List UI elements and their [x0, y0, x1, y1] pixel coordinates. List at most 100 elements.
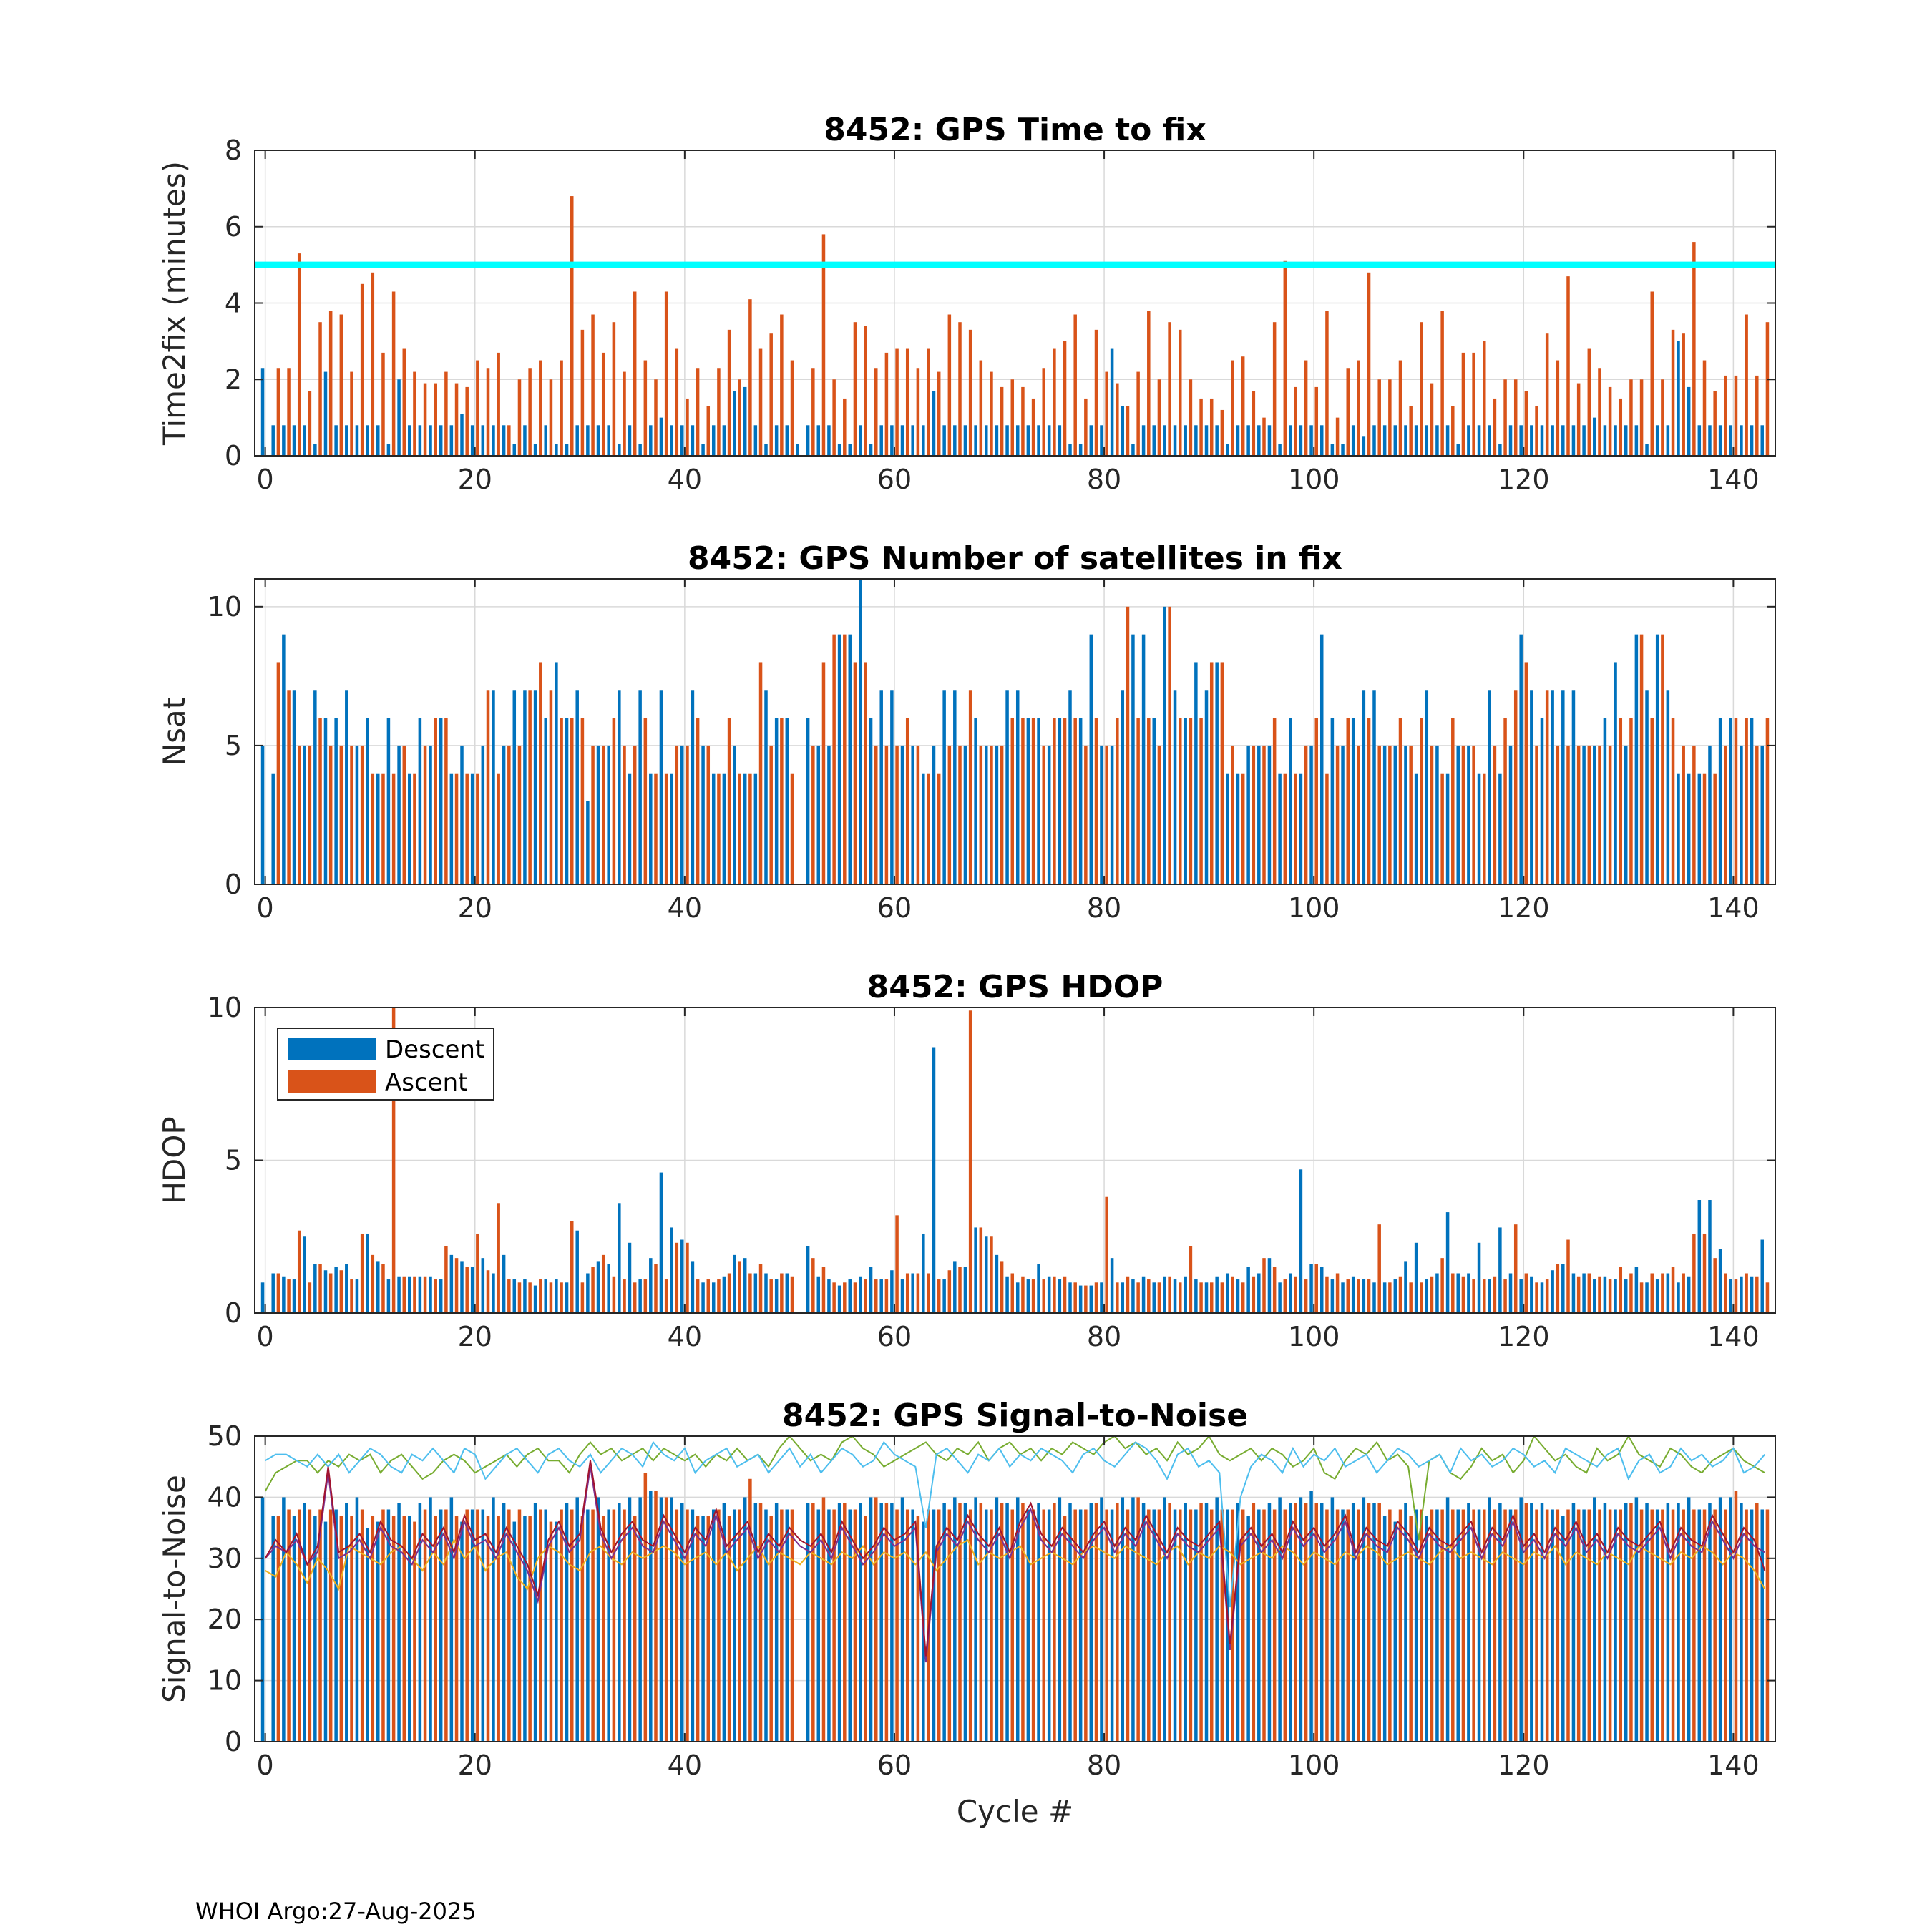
chart-hdop: 0 20 40 60 80 100 120 140 0 5 10 8452: GPS HDOP HDOP… [157, 969, 1776, 1352]
x-tick-label: 140 [1707, 1321, 1760, 1352]
bar-descent-119 [1508, 745, 1513, 884]
bar-descent-29 [565, 444, 569, 456]
bar-ascent-38 [664, 773, 668, 884]
bar-descent-125 [1571, 690, 1576, 884]
bar-ascent-117 [1493, 745, 1497, 884]
y-tick-label: 10 [208, 992, 242, 1023]
bar-descent-11 [376, 1261, 380, 1313]
bar-descent-80 [1100, 425, 1103, 456]
bar-ascent-86 [1168, 1276, 1171, 1313]
x-tick-label: 0 [257, 1750, 274, 1781]
bar-ascent-134 [1671, 329, 1675, 456]
bar-ascent-116 [1483, 773, 1486, 884]
bar-ascent-9 [360, 283, 364, 456]
bar-ascent-64 [937, 371, 941, 456]
bar-descent-106 [1372, 425, 1376, 456]
bar-ascent-69 [990, 745, 993, 884]
bar-ascent-106 [1377, 1503, 1381, 1742]
bar-ascent-55 [843, 398, 847, 456]
bar-ascent-104 [1357, 745, 1360, 884]
bar-descent-73 [1026, 425, 1030, 456]
bar-ascent-25 [528, 1516, 532, 1742]
legend: Descent Ascent [277, 1028, 494, 1101]
bar-ascent-79 [1094, 718, 1098, 884]
bar-descent-141 [1740, 745, 1743, 884]
bar-descent-60 [890, 1270, 894, 1313]
bar-descent-6 [323, 371, 328, 456]
bar-ascent-74 [1042, 1279, 1045, 1313]
bar-ascent-35 [633, 1282, 637, 1313]
bar-ascent-61 [905, 1273, 909, 1313]
bar-ascent-136 [1692, 745, 1696, 884]
bar-ascent-34 [623, 1509, 626, 1742]
x-tick-label: 0 [257, 464, 274, 495]
bar-ascent-116 [1483, 1279, 1486, 1313]
bar-descent-20 [470, 425, 474, 456]
bar-descent-23 [502, 1503, 506, 1742]
bar-ascent-126 [1587, 348, 1591, 456]
bar-descent-46 [743, 386, 747, 456]
bar-descent-93 [1236, 425, 1240, 456]
bar-descent-99 [1299, 1169, 1303, 1313]
bar-descent-84 [1141, 634, 1146, 884]
bar-ascent-11 [381, 1264, 385, 1313]
bar-descent-87 [1173, 1279, 1177, 1313]
bar-descent-46 [743, 1258, 747, 1313]
bar-ascent-7 [339, 1270, 343, 1313]
bar-descent-113 [1445, 1212, 1450, 1313]
bar-descent-47 [753, 425, 758, 456]
marks-snr [260, 1436, 1770, 1742]
bar-descent-112 [1435, 745, 1439, 884]
bar-descent-53 [816, 1276, 821, 1313]
bar-ascent-143 [1765, 1509, 1770, 1742]
bar-ascent-29 [570, 1509, 574, 1742]
bar-ascent-4 [308, 745, 312, 884]
bar-ascent-8 [350, 371, 353, 456]
bar-descent-59 [879, 1279, 883, 1313]
bar-ascent-141 [1745, 718, 1748, 884]
bar-ascent-76 [1063, 718, 1067, 884]
bar-ascent-62 [916, 1273, 920, 1313]
bar-ascent-102 [1335, 417, 1340, 456]
bar-ascent-73 [1031, 718, 1035, 884]
bar-descent-66 [953, 425, 957, 456]
bar-ascent-119 [1513, 1224, 1518, 1313]
bar-descent-72 [1015, 690, 1020, 884]
bar-ascent-23 [507, 425, 511, 456]
bar-descent-28 [555, 1279, 558, 1313]
bar-ascent-68 [979, 1227, 983, 1313]
bar-descent-60 [890, 1503, 894, 1742]
bar-descent-31 [586, 1509, 590, 1742]
bar-ascent-116 [1483, 1509, 1486, 1742]
legend-label-ascent: Ascent [385, 1068, 467, 1097]
bar-ascent-45 [738, 379, 741, 456]
x-axis-label: Cycle # [957, 1794, 1073, 1829]
bar-ascent-2 [287, 368, 291, 456]
bar-ascent-45 [738, 773, 741, 884]
bar-ascent-35 [633, 1516, 637, 1742]
bar-ascent-80 [1105, 745, 1108, 884]
bar-descent-107 [1382, 1516, 1387, 1742]
bar-descent-81 [1110, 1258, 1114, 1313]
bar-ascent-123 [1556, 1264, 1560, 1313]
bar-descent-4 [303, 1236, 306, 1313]
bar-ascent-142 [1755, 1503, 1759, 1742]
bar-descent-18 [449, 773, 454, 884]
bar-descent-20 [470, 1509, 474, 1742]
bar-descent-12 [386, 444, 391, 456]
bar-ascent-123 [1556, 745, 1560, 884]
bar-ascent-30 [580, 1516, 585, 1742]
bar-descent-34 [618, 1503, 621, 1742]
x-tick-label: 120 [1498, 1750, 1550, 1781]
bar-ascent-113 [1451, 718, 1455, 884]
bar-descent-114 [1456, 444, 1460, 456]
legend-label-descent: Descent [385, 1035, 484, 1064]
bar-descent-139 [1718, 425, 1722, 456]
bar-ascent-90 [1209, 1509, 1214, 1742]
x-tick-label: 40 [668, 892, 702, 924]
bar-ascent-72 [1021, 1276, 1025, 1313]
bar-descent-120 [1519, 634, 1523, 884]
bar-ascent-139 [1724, 1509, 1727, 1742]
bar-descent-72 [1015, 425, 1020, 456]
bar-descent-57 [859, 1503, 862, 1742]
